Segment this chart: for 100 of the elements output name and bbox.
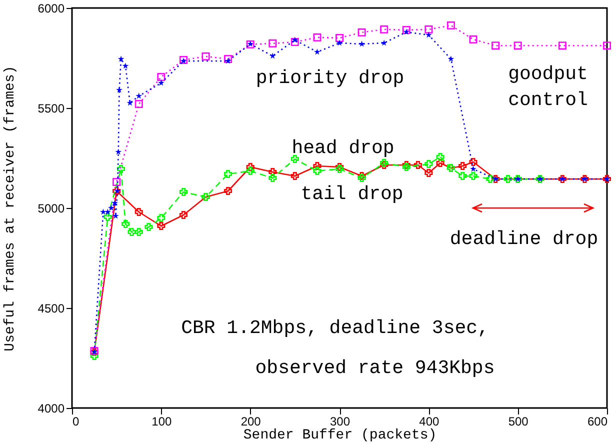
point [269,52,276,59]
point [112,200,118,206]
point [425,32,432,38]
point [358,28,366,36]
point [246,162,254,172]
point [121,220,130,228]
point [402,162,410,172]
point [335,162,344,172]
point [504,174,512,184]
point [246,166,254,176]
point [104,208,111,215]
point [469,35,478,44]
point [458,162,467,170]
point [424,25,433,34]
point [402,160,410,170]
point [514,42,522,50]
point [112,178,121,186]
point [126,100,134,106]
point [290,172,299,180]
point [402,26,410,34]
annotation: CBR 1.2Mbps, deadline 3sec, [181,317,489,339]
point [136,92,142,99]
point [436,158,444,168]
x-tick-label: 500 [508,414,529,428]
point [134,100,143,108]
point [403,28,410,35]
point [128,228,136,236]
point [158,80,164,86]
point [469,158,478,166]
point [380,160,388,170]
point [469,172,478,180]
point [486,174,494,184]
series-label: head drop [292,137,394,159]
point [117,164,126,174]
point [313,33,322,42]
point [179,188,188,196]
x-tick-label: 100 [152,414,172,428]
y-tick-label: 5000 [38,202,65,216]
point [292,36,298,43]
series-label: priority drop [256,67,404,89]
y-tick-label: 4000 [38,402,65,416]
point [313,162,322,170]
point [380,40,388,46]
y-tick-label: 5500 [38,102,65,116]
point [268,174,277,182]
point [116,86,122,93]
point [313,166,322,176]
x-axis-title: Sender Buffer (packets) [243,428,437,444]
annotation: observed rate 943Kbps [255,357,495,379]
point [268,39,277,48]
point [358,40,365,47]
point [179,210,188,220]
point [492,42,500,50]
series-label: goodput control [508,63,588,111]
point [224,170,232,178]
point [224,54,232,64]
point [424,160,433,168]
point [115,148,122,155]
point [335,164,344,174]
point [224,186,232,196]
point [144,222,153,232]
point [224,58,232,64]
point [290,154,299,164]
y-tick-label: 6000 [38,2,65,16]
point [414,160,422,170]
point [290,38,299,46]
point [358,174,366,182]
x-tick-label: 400 [419,414,440,428]
point [134,208,143,216]
point [358,172,366,180]
point [436,152,444,162]
point [448,56,454,62]
point [157,214,166,222]
point [202,52,210,60]
point [112,212,119,219]
x-tick-label: 0 [72,414,80,428]
point [558,42,566,50]
point [314,48,320,55]
x-tick-label: 200 [240,414,262,428]
point [108,204,114,211]
x-tick-label: 600 [587,414,608,428]
annotation: deadline drop [450,228,598,250]
series-label: tail drop [300,183,404,205]
point [118,56,124,62]
point [90,352,98,360]
point [157,222,166,230]
point [602,42,612,50]
point [134,228,143,236]
point [104,212,112,222]
point [335,34,344,42]
point [470,166,476,172]
y-tick-label: 4500 [38,302,65,316]
point [446,21,455,30]
point [122,62,129,69]
point [458,172,467,180]
x-tick-label: 300 [330,414,350,428]
point [157,72,166,82]
point [380,158,388,168]
point [336,40,343,46]
point [268,168,277,176]
